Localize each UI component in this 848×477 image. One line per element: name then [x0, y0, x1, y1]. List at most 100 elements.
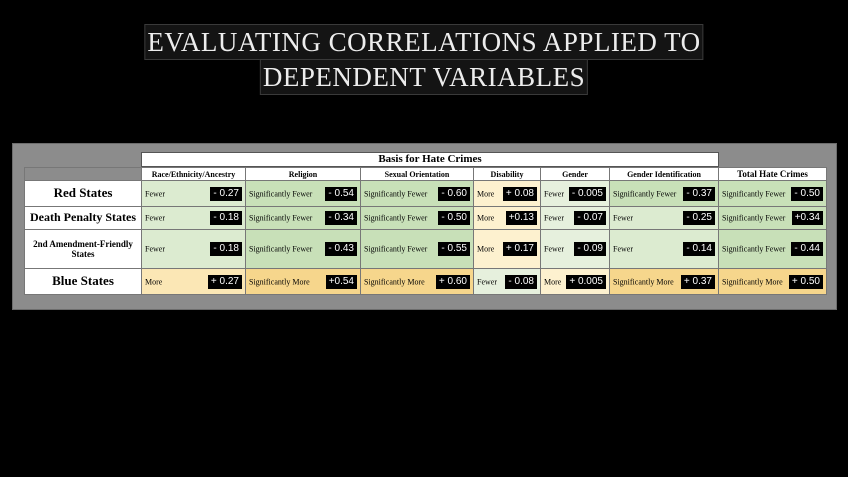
cell-assessment: More	[477, 189, 495, 198]
cell-assessment: Significantly Fewer	[364, 189, 428, 198]
table-row: Death Penalty States Fewer - 0.18 Significa…	[24, 206, 827, 230]
row-label: Death Penalty States	[24, 206, 142, 230]
cell-correlation-value: - 0.34	[325, 211, 357, 225]
slide-title-line-2: DEPENDENT VARIABLES	[259, 59, 589, 95]
cell-assessment: Significantly Fewer	[249, 213, 313, 223]
cell-correlation-value: - 0.60	[438, 186, 470, 201]
cell-assessment: Significantly Fewer	[249, 244, 313, 254]
table-cell: Significantly Fewer - 0.54	[245, 180, 361, 207]
cell-correlation-value: +0.34	[791, 211, 823, 225]
row-label: 2nd Amendment-Friendly States	[24, 229, 142, 269]
group-header: Basis for Hate Crimes	[141, 152, 719, 167]
table-cell: Significantly More + 0.50	[718, 268, 827, 295]
cell-correlation-value: +0.54	[325, 274, 357, 289]
slide-title-line-1: EVALUATING CORRELATIONS APPLIED TO	[144, 24, 704, 60]
table-cell: Significantly Fewer - 0.34	[245, 206, 361, 230]
table-cell: Significantly Fewer +0.34	[718, 206, 827, 230]
cell-correlation-value: - 0.43	[325, 242, 357, 256]
table-cell: Fewer - 0.09	[540, 229, 610, 269]
column-header: Sexual Orientation	[360, 167, 474, 181]
cell-correlation-value: - 0.44	[791, 242, 823, 256]
cell-assessment: Significantly More	[249, 277, 310, 286]
cell-assessment: More	[477, 244, 495, 254]
table-cell: Fewer - 0.14	[609, 229, 719, 269]
cell-assessment: Fewer	[544, 244, 564, 254]
table-row: Blue States More + 0.27 Significantly More +…	[24, 268, 827, 295]
cell-assessment: Significantly More	[613, 277, 674, 286]
cell-correlation-value: - 0.005	[568, 186, 606, 201]
table-cell: Significantly Fewer - 0.60	[360, 180, 474, 207]
cell-assessment: Significantly Fewer	[722, 213, 786, 223]
table-cell: Significantly Fewer - 0.44	[718, 229, 827, 269]
cell-assessment: Fewer	[145, 213, 165, 223]
column-header: Race/Ethnicity/Ancestry	[141, 167, 246, 181]
column-header: Gender Identification	[609, 167, 719, 181]
cell-correlation-value: + 0.27	[207, 274, 242, 289]
table-cell: Fewer - 0.08	[473, 268, 541, 295]
correlation-table: Race/Ethnicity/Ancestry Religion Sexual …	[24, 167, 827, 295]
table-cell: Significantly Fewer - 0.43	[245, 229, 361, 269]
cell-correlation-value: + 0.17	[502, 242, 537, 256]
table-cell: Fewer - 0.07	[540, 206, 610, 230]
cell-assessment: More	[145, 277, 163, 286]
cell-correlation-value: - 0.14	[683, 242, 715, 256]
cell-correlation-value: +0.13	[505, 211, 537, 225]
cell-correlation-value: - 0.37	[683, 186, 715, 201]
cell-correlation-value: - 0.27	[210, 186, 242, 201]
row-label: Red States	[24, 180, 142, 207]
corner-cell	[24, 167, 142, 181]
cell-assessment: Significantly More	[364, 277, 425, 286]
table-cell: Fewer - 0.18	[141, 229, 246, 269]
cell-assessment: Significantly Fewer	[364, 244, 428, 254]
table-cell: Significantly More + 0.60	[360, 268, 474, 295]
table-row: 2nd Amendment-Friendly States Fewer - 0.18…	[24, 229, 827, 269]
table-cell: Significantly More + 0.37	[609, 268, 719, 295]
cell-assessment: Significantly More	[722, 277, 783, 286]
cell-correlation-value: + 0.60	[435, 274, 470, 289]
table-cell: More + 0.08	[473, 180, 541, 207]
cell-correlation-value: + 0.37	[680, 274, 715, 289]
column-header-total: Total Hate Crimes	[718, 167, 827, 181]
cell-correlation-value: - 0.50	[438, 211, 470, 225]
table-row: Red States Fewer - 0.27 Significantly Fewer…	[24, 180, 827, 207]
cell-correlation-value: - 0.50	[791, 186, 823, 201]
cell-correlation-value: - 0.18	[210, 242, 242, 256]
cell-assessment: Fewer	[477, 277, 497, 286]
table-cell: Fewer - 0.005	[540, 180, 610, 207]
cell-assessment: Significantly Fewer	[722, 189, 786, 198]
cell-assessment: Significantly Fewer	[364, 213, 428, 223]
table-cell: More + 0.27	[141, 268, 246, 295]
table-cell: Significantly Fewer - 0.37	[609, 180, 719, 207]
cell-correlation-value: + 0.50	[788, 274, 823, 289]
cell-correlation-value: + 0.08	[502, 186, 537, 201]
cell-assessment: More	[544, 277, 562, 286]
table-cell: More +0.13	[473, 206, 541, 230]
cell-assessment: More	[477, 213, 495, 223]
column-header: Religion	[245, 167, 361, 181]
cell-assessment: Fewer	[613, 213, 633, 223]
table-cell: Significantly Fewer - 0.55	[360, 229, 474, 269]
table-cell: Fewer - 0.27	[141, 180, 246, 207]
table-cell: Fewer - 0.25	[609, 206, 719, 230]
table-cell: Fewer - 0.18	[141, 206, 246, 230]
cell-correlation-value: - 0.55	[438, 242, 470, 256]
cell-assessment: Fewer	[544, 189, 564, 198]
cell-assessment: Fewer	[613, 244, 633, 254]
cell-correlation-value: - 0.07	[574, 211, 606, 225]
table-cell: More + 0.005	[540, 268, 610, 295]
cell-assessment: Fewer	[544, 213, 564, 223]
table-cell: Significantly Fewer - 0.50	[360, 206, 474, 230]
column-header: Disability	[473, 167, 541, 181]
cell-assessment: Significantly Fewer	[249, 189, 313, 198]
column-header: Gender	[540, 167, 610, 181]
row-label: Blue States	[24, 268, 142, 295]
cell-assessment: Fewer	[145, 189, 165, 198]
table-cell: Significantly More +0.54	[245, 268, 361, 295]
cell-correlation-value: - 0.18	[210, 211, 242, 225]
cell-assessment: Significantly Fewer	[613, 189, 677, 198]
column-header-row: Race/Ethnicity/Ancestry Religion Sexual …	[24, 167, 827, 181]
table-cell: More + 0.17	[473, 229, 541, 269]
cell-correlation-value: + 0.005	[566, 274, 606, 289]
table-cell: Significantly Fewer - 0.50	[718, 180, 827, 207]
cell-correlation-value: - 0.54	[325, 186, 357, 201]
